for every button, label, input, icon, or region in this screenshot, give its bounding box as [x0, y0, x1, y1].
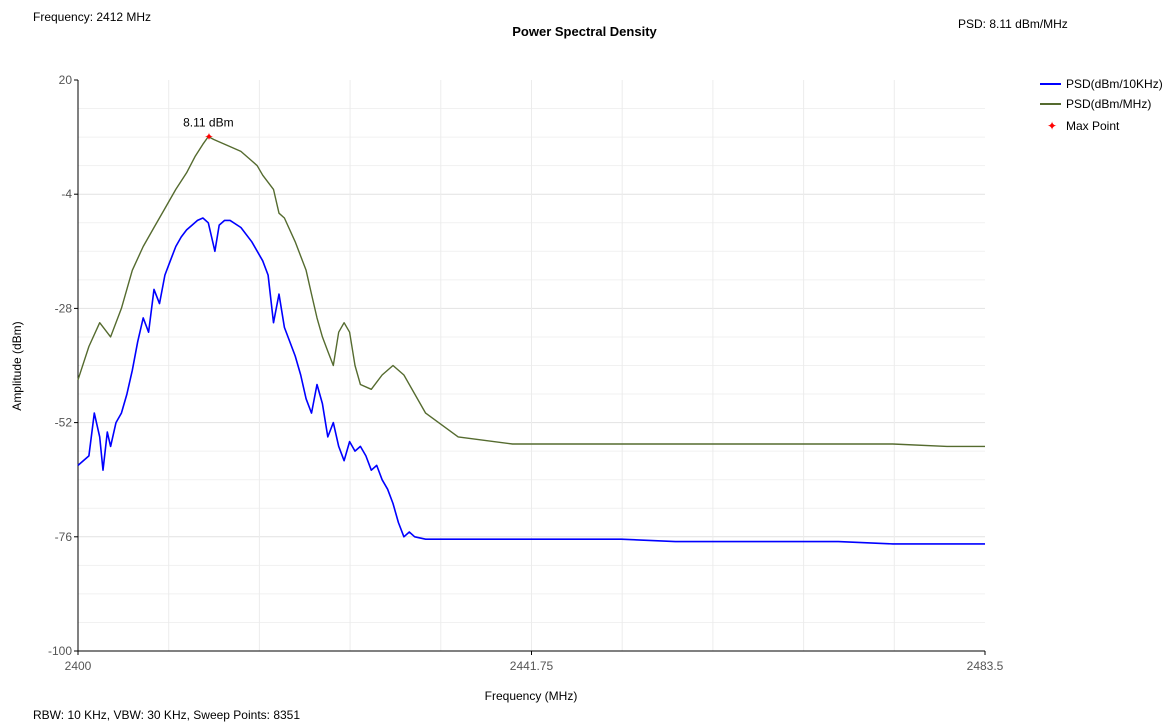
- series-line-psd-mhz: [77, 135, 985, 448]
- grid: [78, 80, 985, 651]
- y-tick-labels: 20 -4 -28 -52 -76 -100: [48, 73, 78, 658]
- max-point-marker-icon: ✦: [1047, 119, 1057, 133]
- frequency-readout: Frequency: 2412 MHz: [33, 10, 152, 24]
- legend-item-psd-10khz[interactable]: PSD(dBm/10KHz): [1040, 77, 1163, 91]
- sweep-settings: RBW: 10 KHz, VBW: 30 KHz, Sweep Points: …: [33, 708, 301, 722]
- legend-label-psd-mhz: PSD(dBm/MHz): [1066, 97, 1151, 111]
- y-tick-label: -76: [55, 530, 73, 544]
- annotations: ✦8.11 dBm: [183, 116, 233, 144]
- x-tick-label: 2483.5: [967, 659, 1004, 673]
- max-point-label: 8.11 dBm: [183, 116, 233, 130]
- y-tick-label: -28: [55, 301, 73, 315]
- y-axis-title: Amplitude (dBm): [10, 321, 24, 410]
- legend-item-max-point[interactable]: ✦ Max Point: [1047, 119, 1120, 133]
- series: [77, 135, 985, 545]
- legend[interactable]: PSD(dBm/10KHz) PSD(dBm/MHz) ✦ Max Point: [1040, 77, 1163, 133]
- x-tick-label: 2441.75: [510, 659, 554, 673]
- y-tick-label: 20: [59, 73, 73, 87]
- x-axis-title: Frequency (MHz): [485, 689, 578, 703]
- legend-label-psd-10khz: PSD(dBm/10KHz): [1066, 77, 1163, 91]
- legend-item-psd-mhz[interactable]: PSD(dBm/MHz): [1040, 97, 1151, 111]
- y-tick-label: -100: [48, 644, 72, 658]
- y-tick-label: -4: [61, 187, 72, 201]
- x-tick-label: 2400: [65, 659, 92, 673]
- legend-label-max-point: Max Point: [1066, 119, 1120, 133]
- y-tick-label: -52: [55, 416, 73, 430]
- series-line-psd-10khz: [77, 217, 985, 545]
- chart-title: Power Spectral Density: [512, 24, 657, 39]
- max-point-marker: ✦: [204, 131, 213, 144]
- psd-readout: PSD: 8.11 dBm/MHz: [958, 17, 1068, 31]
- x-tick-labels: 2400 2441.75 2483.5: [65, 651, 1004, 673]
